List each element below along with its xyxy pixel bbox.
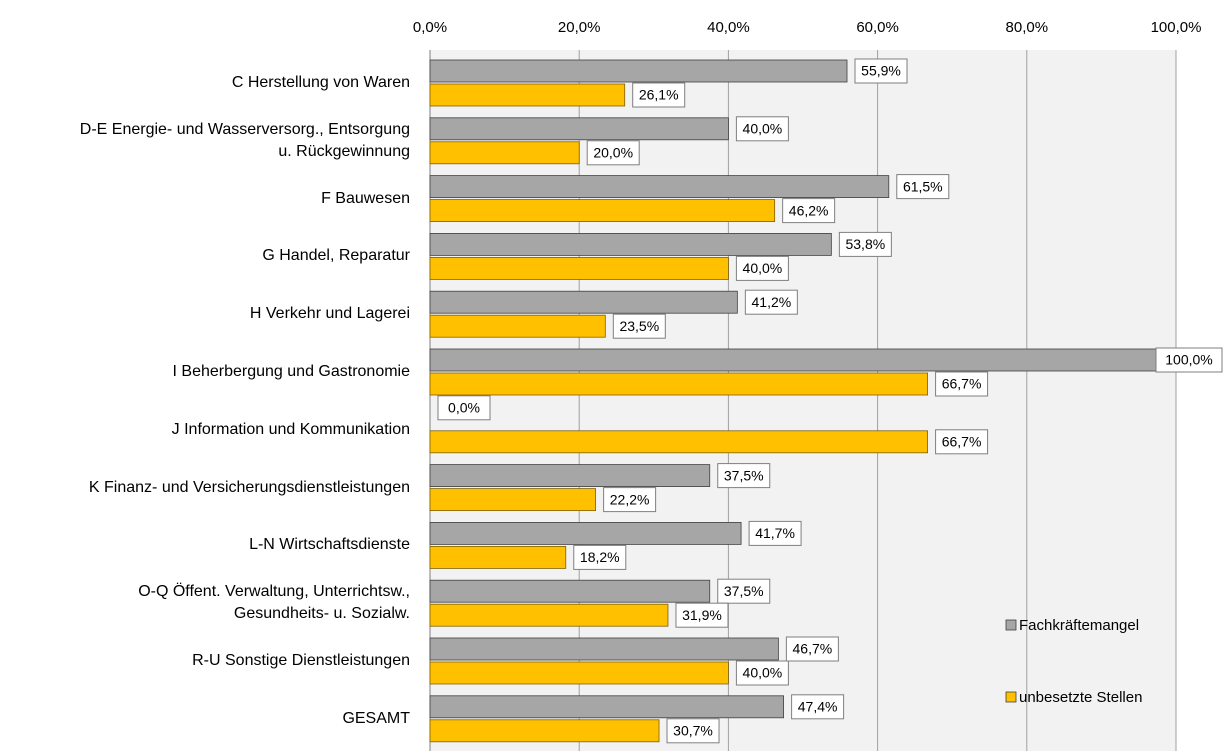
category-label: F Bauwesen	[321, 189, 410, 207]
value-label-box	[935, 429, 989, 455]
category-label: G Handel, Reparatur	[262, 247, 410, 265]
value-label-box	[935, 371, 989, 397]
x-tick-label: 60,0%	[856, 19, 899, 36]
legend-swatch	[1005, 619, 1017, 631]
value-label: 55,9%	[861, 63, 901, 79]
legend-label: Fachkräftemangel	[1019, 617, 1139, 634]
value-label-box	[735, 660, 789, 686]
bar	[429, 199, 776, 223]
bar	[429, 695, 785, 719]
value-label: 20,0%	[593, 145, 633, 161]
category-label: GESAMT	[342, 709, 410, 727]
category-label: O-Q Öffent. Verwaltung, Unterrichtsw., G…	[138, 583, 410, 623]
value-label-box	[838, 231, 892, 257]
value-label-box	[437, 395, 491, 421]
value-label: 26,1%	[639, 87, 679, 103]
legend-swatch	[1005, 691, 1017, 703]
bar	[429, 290, 738, 314]
value-label-box	[735, 255, 789, 281]
x-tick-label: 0,0%	[413, 19, 447, 36]
value-label-box	[675, 602, 729, 628]
value-label: 22,2%	[610, 491, 650, 507]
value-label: 41,7%	[755, 525, 795, 541]
value-label: 0,0%	[448, 400, 480, 416]
value-label-box	[735, 116, 789, 142]
value-label: 40,0%	[743, 665, 783, 681]
bar	[429, 59, 848, 83]
value-label: 100,0%	[1165, 352, 1212, 368]
value-label: 66,7%	[942, 434, 982, 450]
bar	[429, 637, 779, 661]
value-label-box	[717, 578, 771, 604]
value-label: 40,0%	[743, 260, 783, 276]
value-label: 47,4%	[798, 699, 838, 715]
value-label-box	[785, 636, 839, 662]
category-label: D-E Energie- und Wasserversorg., Entsorg…	[79, 120, 410, 160]
bar	[429, 603, 669, 627]
value-label-box	[896, 174, 950, 200]
value-label: 46,7%	[793, 641, 833, 657]
bar	[429, 430, 928, 454]
value-label: 37,5%	[724, 583, 764, 599]
plot-background	[430, 50, 1176, 751]
bar	[429, 117, 729, 141]
bar	[429, 348, 1177, 372]
value-label-box	[744, 289, 798, 315]
bar	[429, 719, 660, 743]
value-label: 41,2%	[752, 294, 792, 310]
value-label-box	[854, 58, 908, 84]
value-label: 46,2%	[789, 202, 829, 218]
value-label: 40,0%	[743, 121, 783, 137]
value-label: 18,2%	[580, 549, 620, 565]
value-label-box	[666, 718, 720, 744]
bar	[429, 464, 711, 488]
x-tick-label: 100,0%	[1151, 19, 1202, 36]
bar	[429, 522, 742, 545]
value-label-box	[586, 140, 640, 166]
bar	[429, 661, 729, 685]
category-label: I Beherbergung und Gastronomie	[172, 362, 410, 380]
category-label: K Finanz- und Versicherungsdienstleistun…	[88, 478, 410, 496]
category-label: L-N Wirtschaftsdienste	[249, 536, 410, 554]
category-label: J Information und Kommunikation	[171, 420, 410, 438]
value-label-box	[612, 313, 666, 339]
legend-label: unbesetzte Stellen	[1019, 689, 1142, 706]
value-label-box	[1155, 347, 1223, 373]
category-label: C Herstellung von Waren	[231, 73, 410, 91]
bar	[429, 372, 928, 396]
value-label-box	[717, 463, 771, 489]
x-tick-label: 40,0%	[707, 19, 750, 36]
bar	[429, 488, 597, 512]
value-label-box	[603, 487, 657, 513]
x-tick-label: 20,0%	[558, 19, 601, 36]
category-label: R-U Sonstige Dienstleistungen	[192, 651, 410, 669]
value-label: 23,5%	[619, 318, 659, 334]
value-label-box	[632, 82, 686, 108]
bar	[429, 314, 606, 338]
value-label: 53,8%	[845, 236, 885, 252]
bar	[429, 175, 890, 199]
value-label: 37,5%	[724, 467, 764, 483]
category-label: H Verkehr und Lagerei	[249, 305, 410, 323]
value-label-box	[791, 694, 845, 720]
bar	[429, 232, 832, 256]
bar	[429, 83, 626, 107]
value-label: 31,9%	[682, 607, 722, 623]
value-label: 61,5%	[903, 178, 943, 194]
bar	[429, 579, 711, 603]
value-label-box	[573, 544, 627, 570]
value-label: 66,7%	[942, 376, 982, 392]
bar	[429, 256, 729, 280]
value-label-box	[748, 520, 802, 546]
value-label: 30,7%	[673, 723, 713, 739]
value-label-box	[782, 198, 836, 224]
bar	[429, 141, 580, 165]
x-tick-label: 80,0%	[1006, 19, 1049, 36]
bar	[429, 546, 567, 569]
